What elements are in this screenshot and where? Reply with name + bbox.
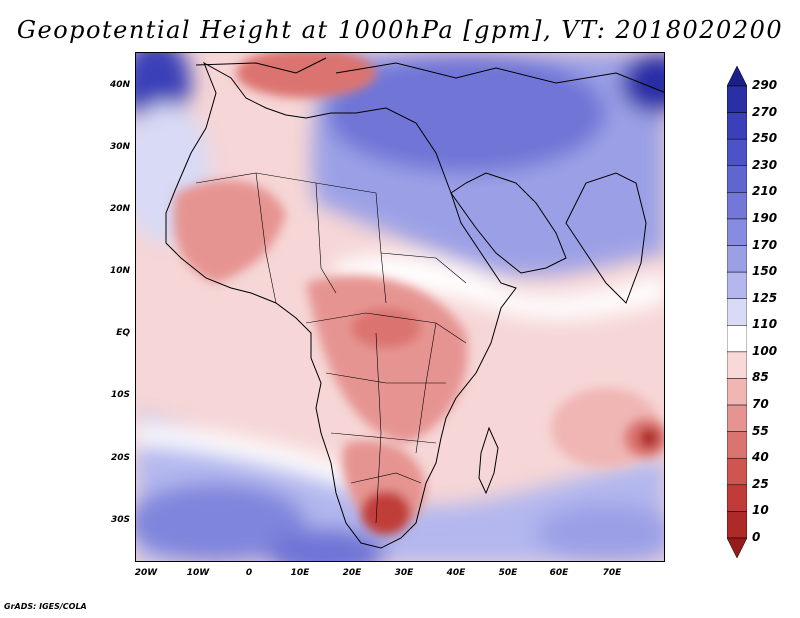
lat-label-10s: 10S (110, 390, 130, 400)
colorbar-segment (727, 245, 747, 273)
lon-label-50e: 50E (498, 568, 518, 578)
country-borders (195, 172, 467, 524)
colorbar-level-label: 270 (752, 104, 778, 119)
colorbar-level-label: 25 (752, 476, 769, 491)
colorbar-level-label: 170 (752, 237, 778, 252)
colorbar-segment (727, 298, 747, 326)
border-sahara-b (255, 172, 277, 304)
colorbar-level-label: 210 (752, 184, 778, 199)
colorbar-segment (727, 192, 747, 220)
lon-label-30e: 30E (394, 568, 414, 578)
lat-label-20n: 20N (109, 204, 130, 214)
colorbar-segment (727, 325, 747, 353)
colorbar-level-label: 85 (752, 370, 769, 385)
colorbar-segment (727, 112, 747, 140)
grads-credit: GrADS: IGES/COLA (4, 602, 87, 611)
border-southern-a (330, 432, 437, 444)
colorbar-segment (727, 431, 747, 459)
arabia-coast (450, 172, 567, 274)
border-sahara-a (195, 172, 387, 304)
colorbar-level-label: 125 (752, 290, 778, 305)
border-sudan (380, 252, 467, 284)
lat-label-eq: EQ (116, 328, 130, 338)
field-indian-ocean-core (639, 428, 659, 448)
field-white-band (136, 423, 366, 493)
lat-label-30n: 30N (109, 142, 130, 152)
colorbar-segment (727, 165, 747, 193)
colorbar-segment (727, 138, 747, 167)
colorbar-level-label: 290 (752, 78, 778, 92)
colorbar-level-label: 0 (752, 530, 761, 544)
map-plot-area[interactable] (135, 52, 665, 562)
colorbar-level-label: 190 (752, 210, 778, 225)
lon-label-40e: 40E (446, 568, 466, 578)
field-asia-core (621, 53, 664, 113)
india-coast (565, 172, 647, 304)
colorbar-segment (727, 511, 747, 539)
field-sw-high (136, 483, 306, 561)
colorbar-segment (727, 484, 747, 512)
lon-label-0: 0 (245, 568, 253, 578)
colorbar-level-label: 55 (752, 423, 769, 438)
colorbar-bottom-arrow (727, 537, 747, 558)
border-meridional (375, 332, 382, 524)
coastlines (165, 57, 664, 549)
border-southern-b (350, 472, 422, 484)
field-white-sahel (336, 254, 664, 320)
madagascar-coast (478, 426, 499, 495)
colorbar-level-label: 230 (752, 157, 778, 172)
field-central-africa-low (306, 275, 468, 443)
lon-label-70e: 70E (602, 568, 622, 578)
colorbar-level-label: 10 (752, 503, 769, 518)
lon-label-10e: 10E (290, 568, 310, 578)
colorbar-level-label: 40 (752, 450, 769, 465)
lon-label-20e: 20E (342, 568, 362, 578)
asia-coast (335, 62, 664, 93)
colorbar-segment (727, 218, 747, 246)
colorbar-level-label: 250 (752, 131, 778, 146)
colorbar-segment (727, 404, 747, 432)
colorbar-level-label: 150 (752, 264, 778, 279)
lon-label-60e: 60E (549, 568, 569, 578)
chart-title: Geopotential Height at 1000hPa [gpm], VT… (16, 16, 784, 44)
field-mideast-core (326, 53, 606, 173)
border-central-a (305, 312, 467, 344)
lat-label-20s: 20S (110, 453, 130, 463)
colorbar-segment (727, 457, 747, 486)
field-south-africa-core (361, 491, 411, 535)
lat-label-30s: 30S (110, 515, 130, 525)
lon-label-20w: 20W (134, 568, 158, 578)
colorbar-segment (727, 85, 747, 113)
colorbar-segment (727, 271, 747, 299)
africa-coast (165, 61, 517, 549)
lat-label-40n: 40N (109, 80, 130, 90)
border-sahara-c (315, 182, 337, 294)
colorbar-segment (727, 351, 747, 379)
colorbar-level-label: 70 (752, 397, 769, 412)
europe-coast (195, 57, 327, 74)
colorbar-level-label: 110 (752, 317, 778, 332)
field-mediterranean-low (236, 53, 376, 98)
lon-label-10w: 10W (186, 568, 210, 578)
geopotential-map (136, 53, 664, 561)
field-congo-low (351, 308, 421, 348)
field-west-africa-low (173, 179, 286, 283)
colorbar-level-label: 100 (752, 343, 778, 358)
field-se-high (536, 503, 664, 561)
colorbar-top-arrow (727, 66, 747, 87)
lat-label-10n: 10N (109, 266, 130, 276)
colorbar (727, 66, 747, 558)
colorbar-segment (727, 378, 747, 406)
border-east-africa (415, 322, 437, 454)
